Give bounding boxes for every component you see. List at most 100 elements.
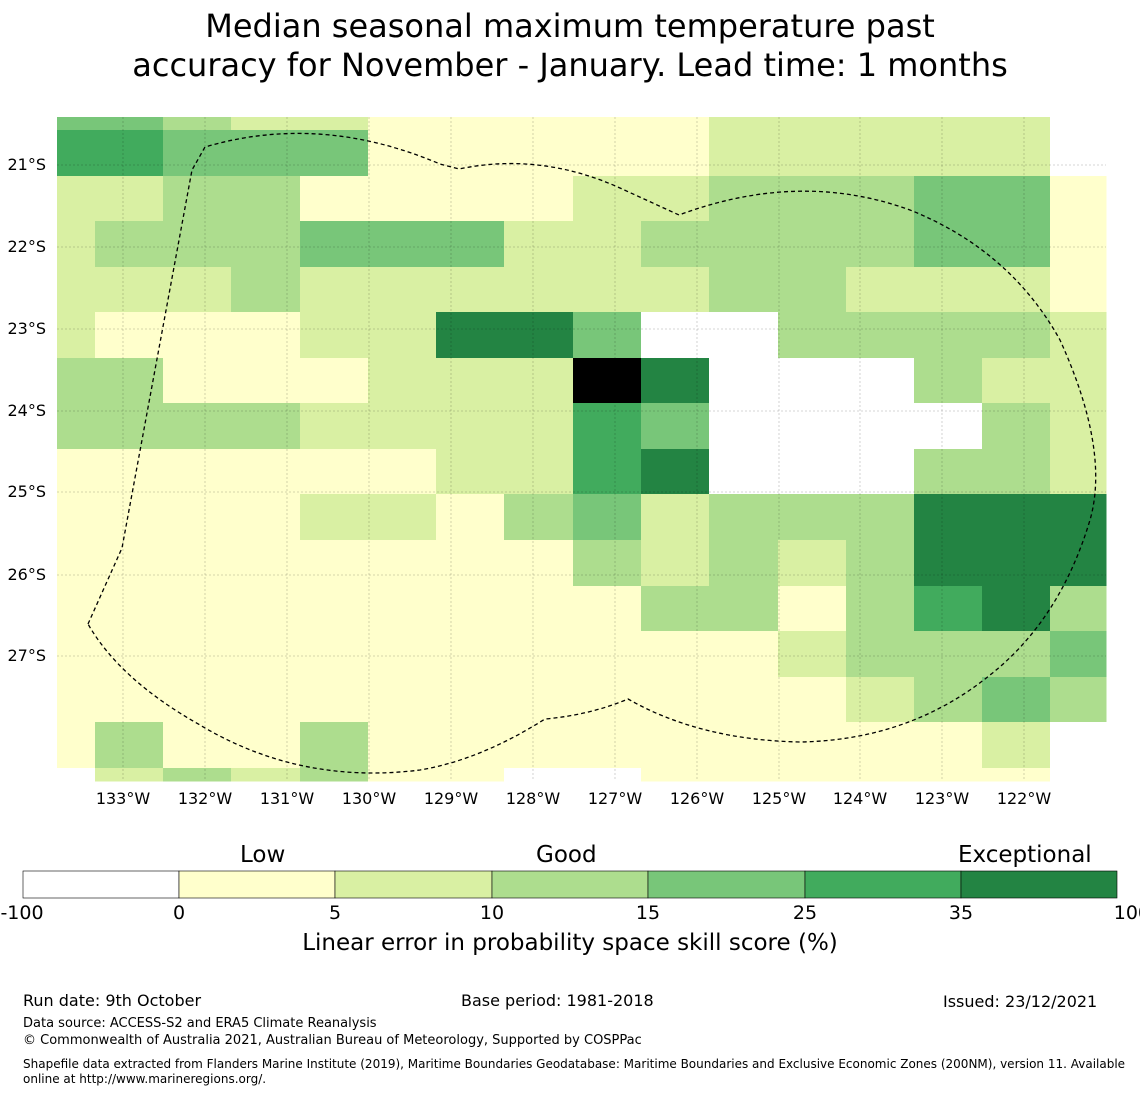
grid-cell xyxy=(846,631,915,678)
grid-cell xyxy=(914,358,983,404)
grid-cell xyxy=(231,631,301,678)
grid-cell xyxy=(231,176,301,222)
grid-cell xyxy=(709,677,779,723)
lon-label-126w: 126°W xyxy=(669,789,725,808)
grid-cell xyxy=(573,722,642,769)
grid-cell xyxy=(573,631,642,678)
grid-cell xyxy=(573,449,642,495)
grid-cell xyxy=(641,677,710,723)
grid-cell xyxy=(1050,631,1107,678)
grid-cell xyxy=(709,312,779,359)
colorbar-tick: 100 xyxy=(1113,902,1140,924)
grid-cell xyxy=(57,221,96,268)
grid-cell xyxy=(709,358,779,404)
grid-cell xyxy=(163,586,232,632)
grid-cell xyxy=(573,586,642,632)
grid-cell xyxy=(982,768,1051,782)
grid-cell xyxy=(368,176,437,222)
lon-label-127w: 127°W xyxy=(587,789,643,808)
grid-cell xyxy=(709,586,779,632)
grid-cell xyxy=(846,449,915,495)
grid-cell xyxy=(436,221,505,268)
grid-cell xyxy=(641,117,710,131)
grid-cell xyxy=(982,176,1051,222)
grid-cell xyxy=(914,722,983,769)
grid-cell xyxy=(778,722,847,769)
grid-cell xyxy=(436,358,505,404)
grid-cell xyxy=(709,176,779,222)
run-date: Run date: 9th October xyxy=(23,991,202,1010)
grid-cell xyxy=(300,494,369,541)
grid-cell xyxy=(914,176,983,222)
grid-cell xyxy=(846,130,915,177)
skill-grid-cells xyxy=(57,117,1107,782)
grid-cell xyxy=(231,586,301,632)
colorbar-segment xyxy=(178,870,336,899)
grid-cell xyxy=(231,221,301,268)
grid-cell xyxy=(1050,221,1107,268)
grid-cell xyxy=(163,358,232,404)
grid-cell xyxy=(368,722,437,769)
grid-cell xyxy=(914,586,983,632)
grid-cell xyxy=(846,586,915,632)
grid-cell xyxy=(982,403,1051,450)
grid-cell xyxy=(231,130,301,177)
grid-cell xyxy=(163,449,232,495)
grid-cell xyxy=(641,494,710,541)
grid-cell xyxy=(709,117,779,131)
colorbar-tick: 5 xyxy=(328,902,342,924)
grid-cell xyxy=(709,449,779,495)
grid-cell xyxy=(1050,176,1107,222)
grid-cell xyxy=(982,221,1051,268)
lon-label-122w: 122°W xyxy=(996,789,1052,808)
lon-label-128w: 128°W xyxy=(505,789,561,808)
grid-cell xyxy=(368,449,437,495)
grid-cell xyxy=(300,449,369,495)
colorbar-tick: 15 xyxy=(635,902,661,924)
grid-cell xyxy=(504,631,574,678)
grid-cell xyxy=(57,117,96,131)
grid-cell xyxy=(163,130,232,177)
grid-cell xyxy=(368,117,437,131)
grid-cell xyxy=(1050,358,1107,404)
grid-cell xyxy=(641,267,710,313)
grid-cell xyxy=(57,586,96,632)
grid-cell xyxy=(436,117,505,131)
grid-cell xyxy=(504,130,574,177)
grid-cell xyxy=(914,494,983,541)
grid-cell xyxy=(1050,768,1107,782)
grid-cell xyxy=(163,176,232,222)
grid-cell xyxy=(709,768,779,782)
grid-cell xyxy=(982,130,1051,177)
grid-cell xyxy=(982,494,1051,541)
grid-cell xyxy=(504,494,574,541)
colorbar-segment xyxy=(804,870,962,899)
colorbar-tick: 0 xyxy=(172,902,186,924)
grid-cell xyxy=(778,677,847,723)
grid-cell xyxy=(436,540,505,587)
grid-cell xyxy=(846,540,915,587)
grid-cell xyxy=(778,768,847,782)
grid-cell xyxy=(300,221,369,268)
grid-cell xyxy=(95,631,164,678)
grid-cell xyxy=(573,358,642,404)
grid-cell xyxy=(504,267,574,313)
lon-label-130w: 130°W xyxy=(341,789,397,808)
grid-cell xyxy=(57,130,96,177)
grid-cell xyxy=(504,312,574,359)
grid-cell xyxy=(914,449,983,495)
grid-cell xyxy=(982,586,1051,632)
grid-cell xyxy=(778,130,847,177)
grid-cell xyxy=(57,176,96,222)
grid-cell xyxy=(778,586,847,632)
grid-cell xyxy=(57,768,96,782)
grid-cell xyxy=(163,403,232,450)
grid-cell xyxy=(573,267,642,313)
grid-cell xyxy=(641,722,710,769)
grid-cell xyxy=(300,677,369,723)
grid-cell xyxy=(982,631,1051,678)
grid-cell xyxy=(231,540,301,587)
grid-cell xyxy=(57,312,96,359)
grid-cell xyxy=(778,403,847,450)
grid-cell xyxy=(778,540,847,587)
